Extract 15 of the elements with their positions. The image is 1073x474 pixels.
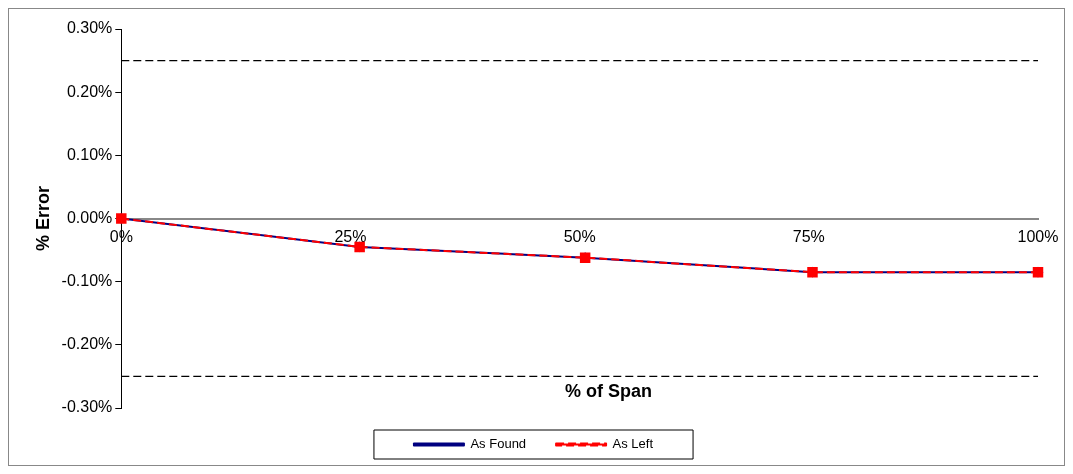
x-tick-label: 50% — [563, 227, 596, 245]
y-tick-label: -0.30% — [61, 398, 113, 416]
x-tick-label: 25% — [334, 227, 367, 245]
y-axis-title: % Error — [32, 185, 53, 252]
y-tick-label: -0.20% — [61, 335, 113, 353]
y-tick-label: 0.30% — [66, 19, 113, 37]
legend-label: As Left — [612, 436, 654, 452]
y-tick-label: 0.20% — [66, 82, 113, 100]
x-axis-title: % of Span — [564, 381, 653, 402]
y-tick-label: 0.10% — [66, 145, 113, 163]
y-tick-label: 0.00% — [66, 208, 113, 226]
x-tick-label: 100% — [1017, 227, 1059, 245]
y-tick-label: -0.10% — [61, 272, 113, 290]
x-tick-label: 75% — [792, 227, 825, 245]
legend-label: As Found — [470, 436, 527, 452]
